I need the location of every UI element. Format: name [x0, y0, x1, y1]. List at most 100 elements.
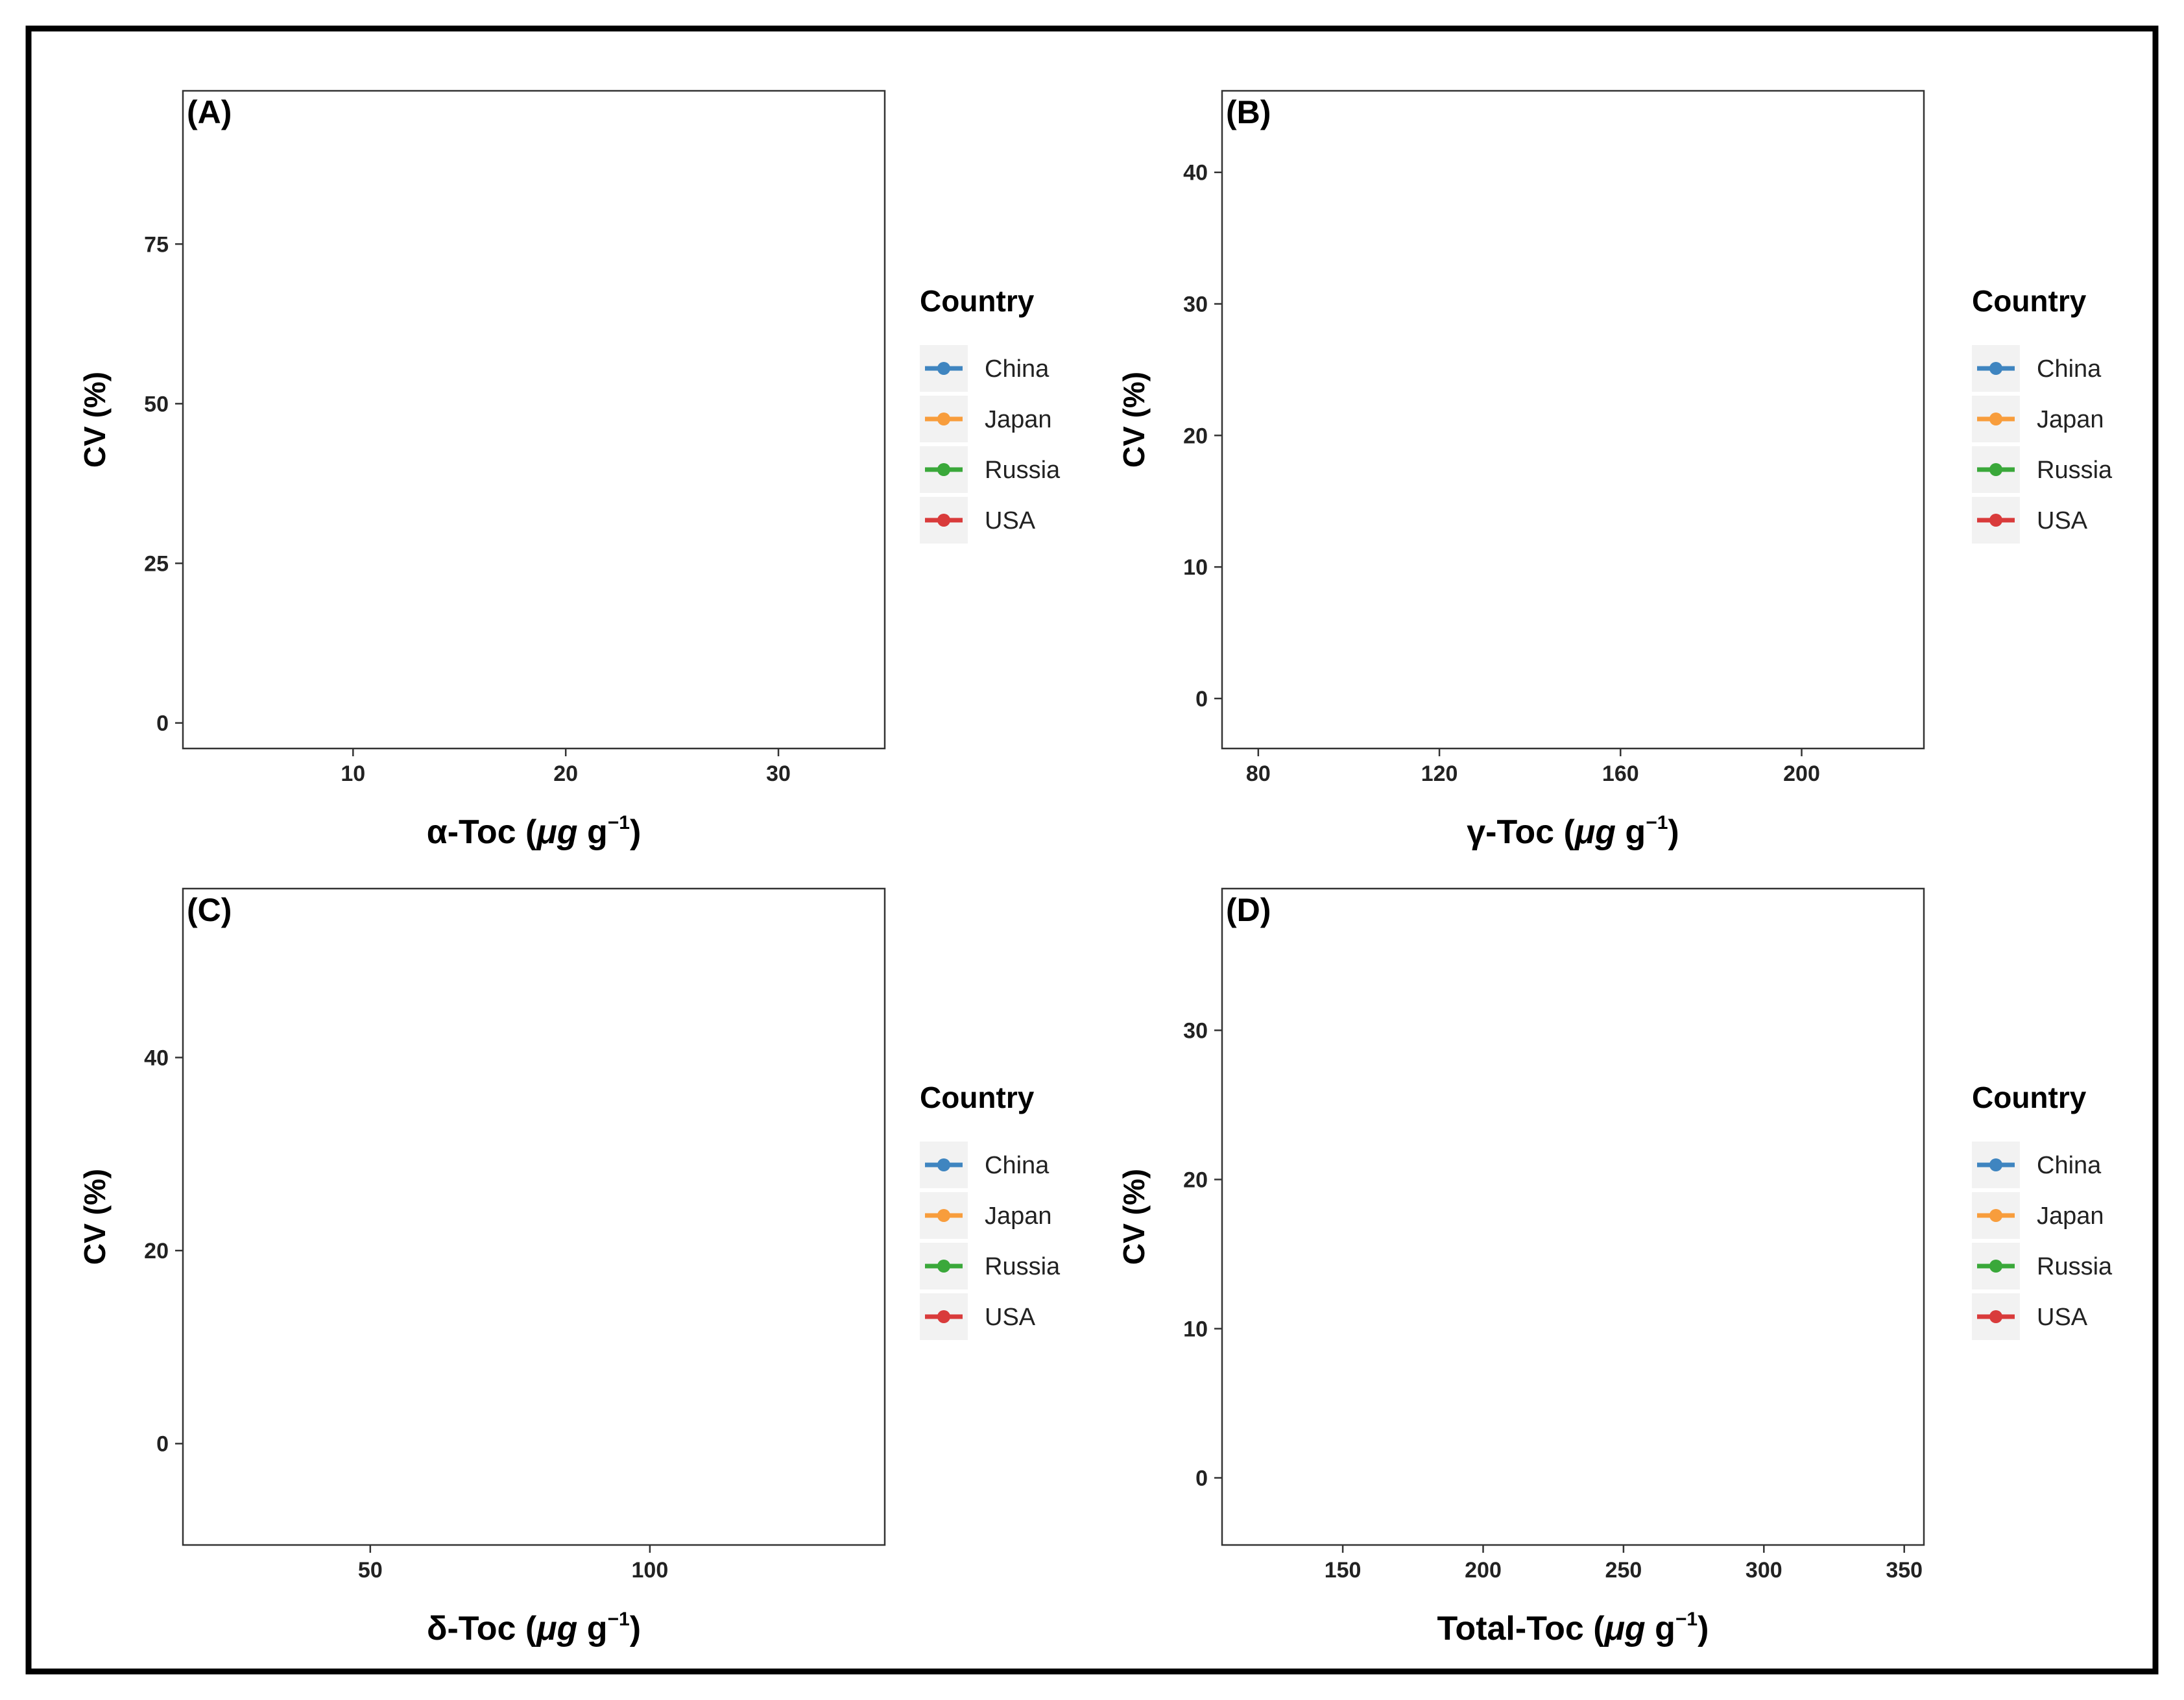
x-tick-label: 80 — [1246, 761, 1271, 786]
x-axis-title-sup: −1 — [608, 812, 630, 833]
legend-key-dot — [937, 1310, 950, 1323]
y-axis-title: CV (%) — [78, 1169, 112, 1265]
y-tick-label: 0 — [1195, 1467, 1208, 1491]
x-tick-label: 150 — [1325, 1558, 1362, 1583]
x-tick-label: 200 — [1783, 761, 1820, 786]
y-tick-label: 20 — [1183, 1168, 1208, 1193]
legend-title: Country — [920, 284, 1035, 318]
legend-label-usa: USA — [985, 507, 1036, 534]
x-tick-label: 300 — [1746, 1558, 1782, 1583]
legend-label-japan: Japan — [985, 406, 1052, 433]
legend-label-japan: Japan — [2037, 1203, 2104, 1230]
y-tick-label: 0 — [156, 712, 169, 736]
legend-key-dot — [1989, 463, 2002, 476]
y-tick-label: 30 — [1183, 293, 1208, 317]
x-axis-title: Total-Toc (μg g−1) — [1437, 1609, 1709, 1647]
y-axis-title: CV (%) — [1117, 372, 1151, 468]
legend-label-russia: Russia — [2037, 457, 2113, 484]
x-axis-title-unit-g: g — [1616, 813, 1646, 851]
legend-label-russia: Russia — [985, 457, 1061, 484]
x-axis-title-sup: −1 — [608, 1609, 630, 1630]
y-axis-title: CV (%) — [1117, 1169, 1151, 1265]
legend-label-russia: Russia — [985, 1253, 1061, 1280]
legend-key-dot — [1989, 514, 2002, 527]
legend-title: Country — [1972, 1081, 2087, 1114]
y-tick-label: 10 — [1183, 555, 1208, 580]
x-axis-title-main: Total-Toc ( — [1437, 1610, 1605, 1647]
legend-label-china: China — [985, 355, 1050, 383]
x-axis-title-sup: −1 — [1675, 1609, 1698, 1630]
legend-label-china: China — [985, 1152, 1050, 1179]
x-axis-title-unit-g: g — [1646, 1610, 1675, 1647]
x-tick-label: 20 — [553, 761, 578, 786]
plot-frame — [183, 91, 885, 748]
y-tick-label: 0 — [1195, 687, 1208, 712]
x-tick-label: 350 — [1886, 1558, 1923, 1583]
x-axis-title-unit-g: g — [578, 813, 608, 851]
x-axis-title-main: δ-Toc ( — [427, 1610, 537, 1647]
x-tick-label: 120 — [1421, 761, 1458, 786]
y-tick-label: 20 — [1183, 424, 1208, 448]
legend-title: Country — [1972, 284, 2087, 318]
x-tick-label: 200 — [1465, 1558, 1502, 1583]
legend-key-dot — [937, 463, 950, 476]
x-axis-title-unit: μg — [535, 1610, 577, 1647]
legend-key-dot — [1989, 362, 2002, 375]
legend-key-dot — [937, 1158, 950, 1171]
legend-label-russia: Russia — [2037, 1253, 2113, 1280]
plot-frame — [1222, 91, 1924, 748]
y-tick-label: 40 — [144, 1046, 169, 1070]
legend-label-china: China — [2037, 1152, 2102, 1179]
legend-label-japan: Japan — [985, 1203, 1052, 1230]
x-axis-title-unit: μg — [535, 813, 577, 851]
x-axis-title-close: ) — [630, 1610, 641, 1647]
legend-key-dot — [937, 514, 950, 527]
legend-key-dot — [1989, 1158, 2002, 1171]
x-axis-title-unit: μg — [1603, 1610, 1646, 1647]
x-axis-title-main: α-Toc ( — [427, 813, 537, 851]
panel-label: (B) — [1226, 94, 1271, 130]
legend-key-dot — [937, 1260, 950, 1273]
plot-frame — [183, 889, 885, 1545]
legend-key-dot — [1989, 1209, 2002, 1222]
x-tick-label: 50 — [358, 1558, 383, 1583]
legend-label-china: China — [2037, 355, 2102, 383]
y-tick-label: 10 — [1183, 1317, 1208, 1342]
legend-label-usa: USA — [2037, 1304, 2088, 1331]
plot-frame — [1222, 889, 1924, 1545]
x-tick-label: 160 — [1602, 761, 1639, 786]
x-axis-title-close: ) — [1698, 1610, 1709, 1647]
panel-label: (C) — [187, 892, 232, 928]
panel-label: (A) — [187, 94, 232, 130]
panel-label: (D) — [1226, 892, 1271, 928]
legend-key-dot — [1989, 413, 2002, 425]
figure-canvas: 10 20 300255075(A)α-Toc (μg g−1)CV (%)Coun… — [0, 0, 2184, 1700]
x-axis-title-close: ) — [1668, 813, 1679, 851]
y-tick-label: 40 — [1183, 161, 1208, 186]
x-axis-title-sup: −1 — [1646, 812, 1668, 833]
y-tick-label: 30 — [1183, 1019, 1208, 1044]
y-tick-label: 25 — [144, 552, 169, 577]
legend-title: Country — [920, 1081, 1035, 1114]
legend-key-dot — [937, 413, 950, 425]
y-tick-label: 20 — [144, 1239, 169, 1263]
y-tick-label: 0 — [156, 1432, 169, 1457]
y-axis-title: CV (%) — [78, 372, 112, 468]
legend-key-dot — [937, 362, 950, 375]
legend-key-dot — [1989, 1260, 2002, 1273]
x-axis-title-main: γ-Toc ( — [1467, 813, 1575, 851]
x-axis-title-close: ) — [630, 813, 641, 851]
x-tick-label: 100 — [632, 1558, 669, 1583]
y-tick-label: 50 — [144, 392, 169, 416]
legend-label-japan: Japan — [2037, 406, 2104, 433]
x-axis-title-unit: μg — [1574, 813, 1616, 851]
x-tick-label: 30 — [766, 761, 791, 786]
x-tick-label: 250 — [1605, 1558, 1642, 1583]
legend-key-dot — [1989, 1310, 2002, 1323]
x-axis-title-unit-g: g — [577, 1610, 607, 1647]
legend-label-usa: USA — [2037, 507, 2088, 534]
y-tick-label: 75 — [144, 232, 169, 257]
legend-key-dot — [937, 1209, 950, 1222]
legend-label-usa: USA — [985, 1304, 1036, 1331]
x-tick-label: 10 — [341, 761, 365, 786]
